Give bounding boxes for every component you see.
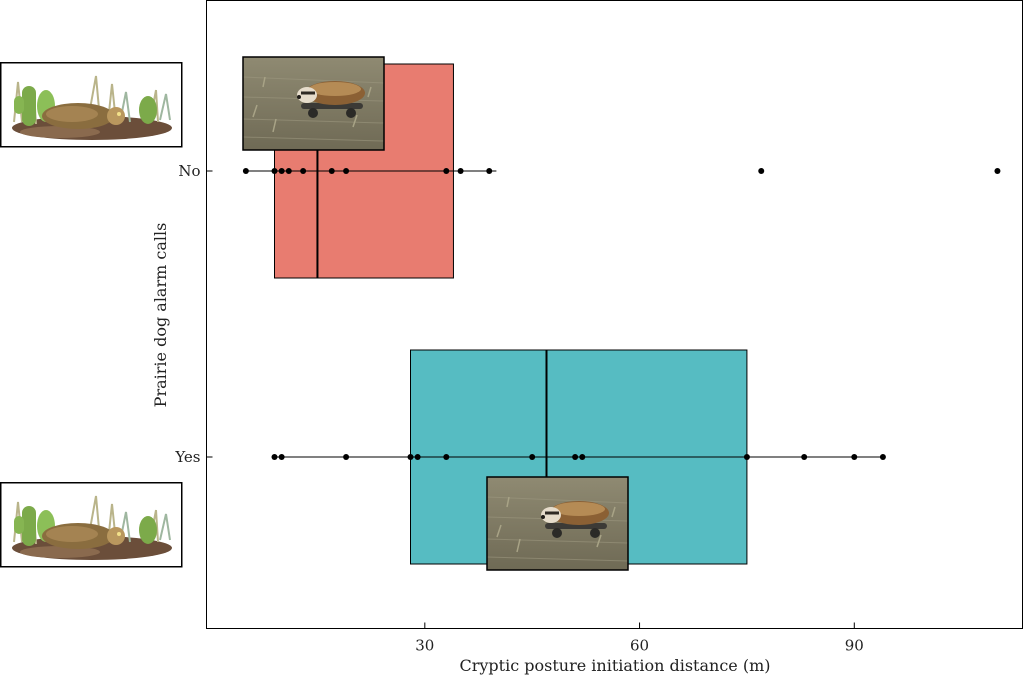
point-no-5 — [328, 168, 335, 174]
point-yes-4 — [414, 454, 421, 460]
badger-photo-yes — [485, 475, 630, 572]
x-axis-title: Cryptic posture initiation distance (m) — [460, 656, 771, 675]
point-yes-6 — [529, 454, 536, 460]
point-yes-8 — [579, 454, 586, 460]
y-axis-title: Prairie dog alarm calls — [151, 223, 170, 408]
point-no-2 — [278, 168, 285, 174]
point-no-3 — [285, 168, 292, 174]
point-no-9 — [486, 168, 493, 174]
burrowing-owl-illustration-no — [0, 61, 183, 148]
x-axis: 30 60 90 — [415, 622, 864, 655]
y-tick-label-yes: Yes — [174, 448, 200, 466]
point-no-1 — [271, 168, 278, 174]
point-yes-7 — [572, 454, 579, 460]
burrowing-owl-illustration-yes — [0, 481, 183, 568]
point-yes-12 — [879, 454, 886, 460]
point-yes-1 — [278, 454, 285, 460]
point-no-11 — [994, 168, 1001, 174]
point-no-8 — [457, 168, 464, 174]
point-yes-11 — [851, 454, 858, 460]
x-tick-label-60: 60 — [630, 637, 649, 655]
x-tick-label-90: 90 — [845, 637, 864, 655]
point-yes-10 — [801, 454, 808, 460]
point-yes-3 — [407, 454, 414, 460]
y-axis: No Yes — [174, 162, 213, 466]
point-no-0 — [242, 168, 249, 174]
point-yes-0 — [271, 454, 278, 460]
badger-photo-no — [241, 55, 386, 152]
point-yes-2 — [343, 454, 350, 460]
plot-frame — [206, 0, 1023, 629]
point-no-4 — [300, 168, 307, 174]
point-yes-5 — [443, 454, 450, 460]
point-no-7 — [443, 168, 450, 174]
y-tick-label-no: No — [178, 162, 200, 180]
point-no-10 — [758, 168, 765, 174]
point-no-6 — [343, 168, 350, 174]
x-tick-label-30: 30 — [415, 637, 434, 655]
point-yes-9 — [743, 454, 750, 460]
